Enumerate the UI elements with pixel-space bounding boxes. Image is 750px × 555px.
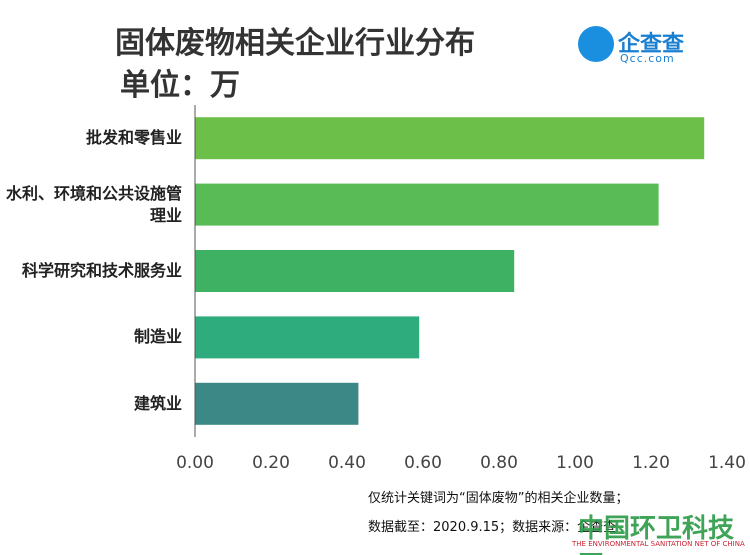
bar [195, 250, 515, 292]
bar [195, 117, 705, 160]
logo-name: 企查查 [618, 32, 685, 57]
x-tick-label: 1.20 [632, 453, 670, 473]
logo-url: Qcc.com [620, 52, 675, 65]
x-tick-label: 0.00 [176, 453, 214, 473]
watermark-title: 中国环卫科技网 [578, 514, 735, 555]
annotation: 仅统计关键词为“固体废物”的相关企业数量； [368, 491, 629, 506]
x-tick-label: 1.00 [556, 453, 594, 473]
y-tick-label: 水利、环境和公共设施管理业 [5, 183, 182, 225]
bar [195, 382, 359, 425]
annotation: 数据截至：2020.9.15；数据来源：企查查 [368, 520, 617, 535]
logo-icon [578, 26, 614, 62]
x-tick-label: 0.80 [480, 453, 518, 473]
chart-subtitle: 单位：万 [120, 68, 240, 103]
x-tick-label: 0.60 [404, 453, 442, 473]
watermark-subtitle: THE ENVIRONMENTAL SANITATION NET OF CHIN… [572, 540, 745, 548]
y-tick-label: 批发和零售业 [85, 128, 182, 148]
x-tick-label: 0.20 [252, 453, 290, 473]
y-tick-label: 建筑业 [133, 393, 182, 413]
bar [195, 316, 420, 359]
bar [195, 183, 659, 226]
x-tick-label: 1.40 [708, 453, 746, 473]
chart-title: 固体废物相关企业行业分布 [115, 26, 475, 61]
y-tick-label: 科学研究和技术服务业 [21, 261, 182, 280]
y-tick-label: 制造业 [133, 327, 182, 347]
x-tick-label: 0.40 [328, 453, 366, 473]
